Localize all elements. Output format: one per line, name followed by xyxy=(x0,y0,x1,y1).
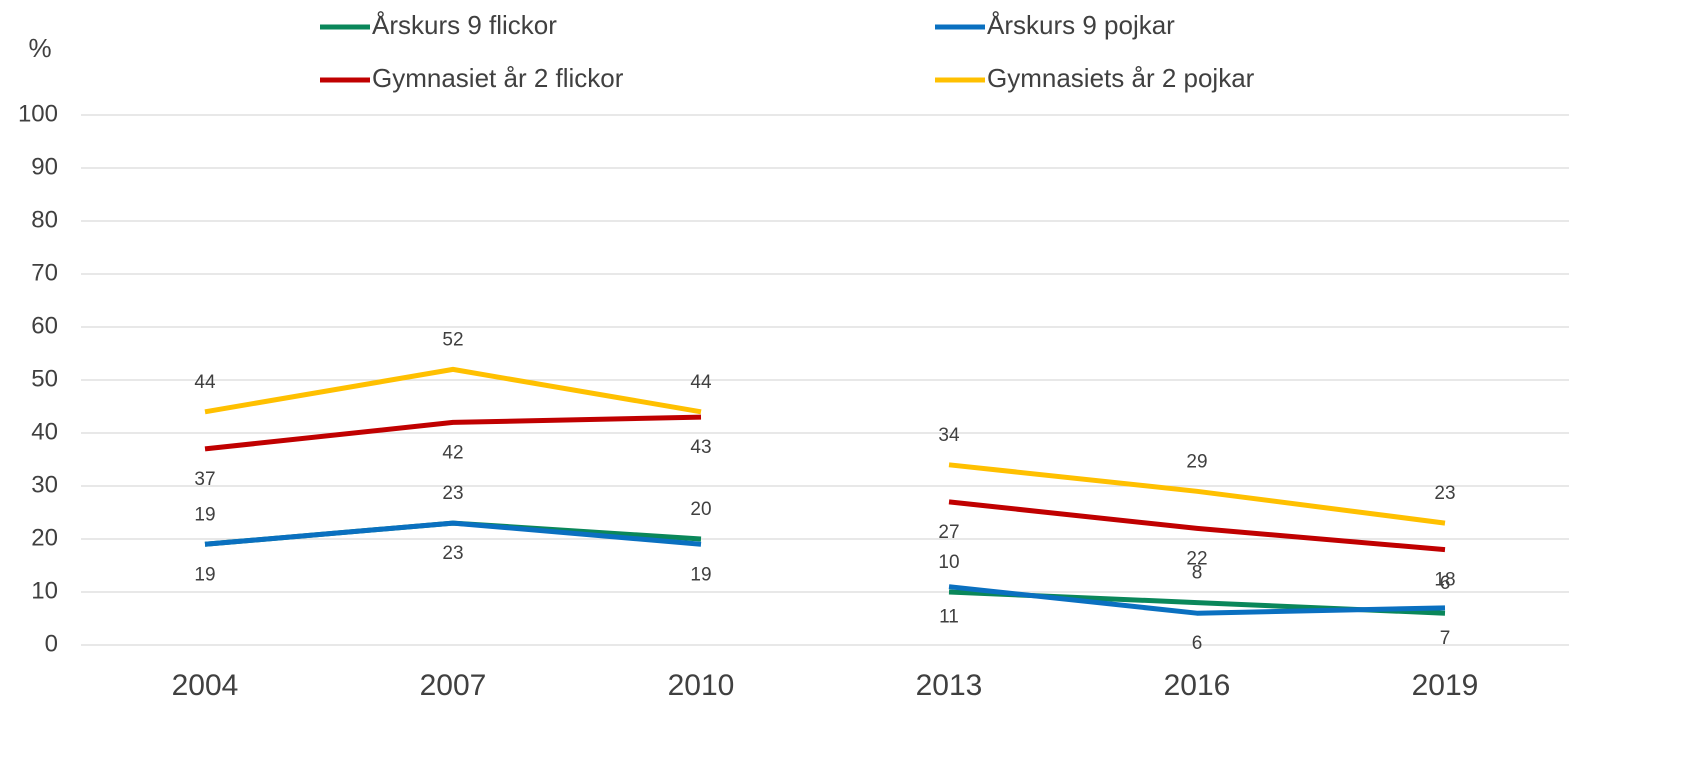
data-label: 19 xyxy=(690,564,711,585)
x-tick-label: 2016 xyxy=(1164,669,1231,702)
data-label: 11 xyxy=(939,607,959,628)
data-label: 27 xyxy=(938,522,959,543)
data-label: 6 xyxy=(1192,633,1203,654)
data-label: 23 xyxy=(1434,483,1455,504)
series-line xyxy=(948,499,1446,553)
data-label: 10 xyxy=(938,552,959,573)
y-tick-label: 50 xyxy=(31,365,58,392)
series-line xyxy=(204,366,702,415)
data-label: 18 xyxy=(1434,570,1455,591)
legend-label: Gymnasiet år 2 flickor xyxy=(372,63,624,93)
data-label: 52 xyxy=(442,329,463,350)
y-tick-label: 40 xyxy=(31,418,58,445)
x-tick-label: 2019 xyxy=(1412,669,1479,702)
series-line xyxy=(204,520,702,547)
data-label: 34 xyxy=(938,425,960,446)
y-tick-label: 100 xyxy=(18,100,58,127)
data-label: 8 xyxy=(1192,563,1203,584)
data-label: 19 xyxy=(194,564,215,585)
data-label: 20 xyxy=(690,499,711,520)
x-tick-label: 2004 xyxy=(172,669,239,702)
data-label: 22 xyxy=(1186,548,1207,569)
data-label: 19 xyxy=(194,504,215,525)
data-label: 23 xyxy=(442,543,463,564)
y-tick-label: 30 xyxy=(31,471,58,498)
data-label: 44 xyxy=(194,372,216,393)
y-tick-label: 0 xyxy=(45,630,58,657)
data-label: 6 xyxy=(1440,573,1451,594)
data-label: 44 xyxy=(690,372,712,393)
series-line xyxy=(948,584,1446,616)
y-tick-label: 10 xyxy=(31,577,58,604)
y-tick-label: 90 xyxy=(31,153,58,180)
data-label: 37 xyxy=(194,469,215,490)
legend-label: Gymnasiets år 2 pojkar xyxy=(987,63,1255,93)
series-line xyxy=(948,462,1446,526)
y-tick-label: 70 xyxy=(31,259,58,286)
y-tick-label: 60 xyxy=(31,312,58,339)
data-label: 7 xyxy=(1440,628,1451,649)
x-tick-label: 2010 xyxy=(668,669,735,702)
series-line xyxy=(204,520,702,547)
y-axis-label: % xyxy=(28,33,51,63)
x-tick-label: 2013 xyxy=(916,669,983,702)
data-label: 42 xyxy=(442,442,463,463)
y-tick-label: 20 xyxy=(31,524,58,551)
x-tick-label: 2007 xyxy=(420,669,487,702)
series-line xyxy=(204,414,702,452)
data-label: 43 xyxy=(690,437,711,458)
data-label: 29 xyxy=(1186,451,1207,472)
y-tick-label: 80 xyxy=(31,206,58,233)
legend-label: Årskurs 9 flickor xyxy=(372,10,557,40)
data-label: 23 xyxy=(442,483,463,504)
legend-label: Årskurs 9 pojkar xyxy=(987,10,1175,40)
